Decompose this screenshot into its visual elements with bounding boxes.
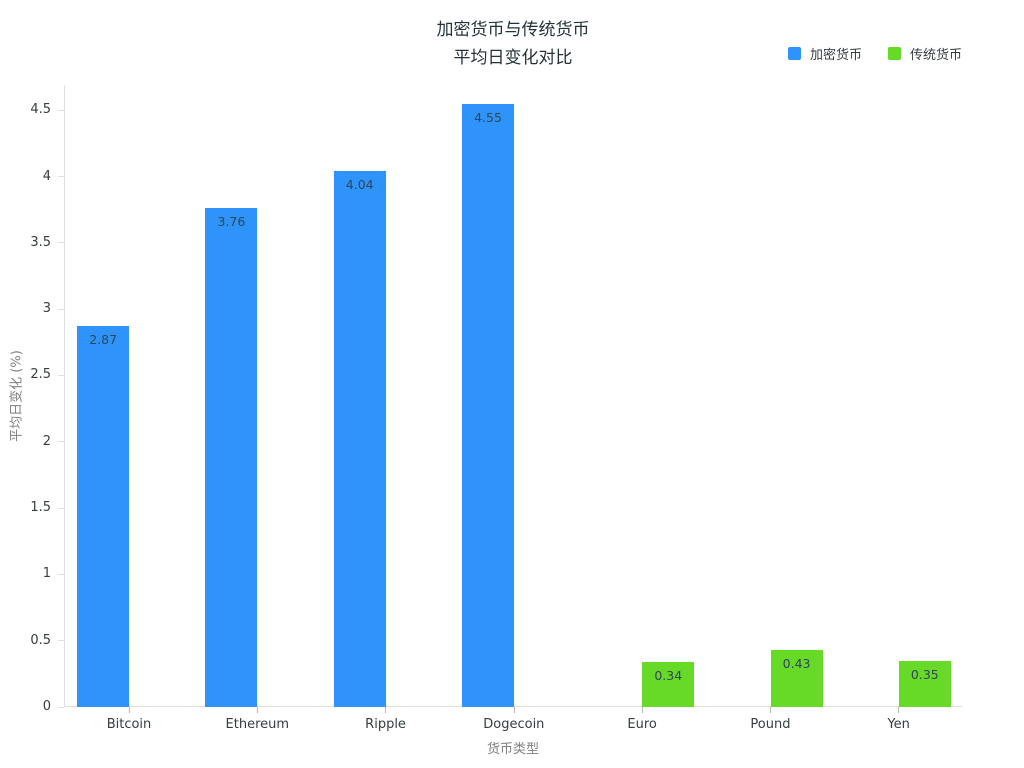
x-tick-mark	[770, 707, 772, 713]
legend-label-crypto: 加密货币	[809, 48, 862, 63]
x-tick-mark	[128, 707, 130, 713]
x-tick-label: Dogecoin	[483, 717, 545, 732]
y-tick-mark	[58, 640, 64, 642]
chart-title-line1: 加密货币与传统货币	[436, 20, 590, 40]
x-tick-mark	[513, 707, 515, 713]
y-tick-label: 4	[42, 168, 51, 184]
bar-value-label: 0.35	[910, 666, 939, 682]
y-tick-mark	[58, 507, 64, 509]
y-tick-label: 3	[42, 301, 51, 317]
legend-item-crypto[interactable]: 加密货币	[787, 44, 862, 63]
bar-ethereum[interactable]	[205, 208, 258, 707]
bar-bitcoin[interactable]	[77, 326, 130, 707]
bar-value-label: 4.04	[345, 177, 374, 193]
x-tick-mark	[641, 707, 643, 713]
bar-value-label: 3.76	[217, 214, 246, 230]
y-tick-label: 4.5	[30, 102, 51, 118]
x-tick-label: Yen	[887, 717, 910, 732]
x-axis-title: 货币类型	[486, 742, 539, 757]
x-tick-label: Ethereum	[225, 717, 290, 732]
plot-area: 0 0.5 1 1.5 2 2.5 3 3.5 4 4.5 Bitcoin Ethereum Rippl…	[30, 85, 962, 732]
x-tick-label: Pound	[750, 717, 791, 732]
bar-value-label: 0.43	[782, 655, 811, 671]
y-axis-title: 平均日变化 (%)	[9, 350, 25, 442]
y-tick-mark	[58, 308, 64, 310]
legend-item-traditional[interactable]: 传统货币	[887, 44, 962, 63]
legend: 加密货币 传统货币	[787, 44, 962, 63]
chart-title: 加密货币与传统货币 平均日变化对比	[64, 16, 962, 72]
x-tick-mark	[898, 707, 900, 713]
crypto-series-marker	[787, 47, 801, 60]
chart-title-line2: 平均日变化对比	[453, 48, 573, 68]
y-tick-label: 1	[42, 566, 51, 582]
y-tick-mark	[58, 176, 64, 177]
x-tick-mark	[256, 707, 258, 713]
x-tick-mark	[385, 707, 387, 713]
bar-ripple[interactable]	[333, 171, 386, 707]
legend-label-traditional: 传统货币	[909, 48, 962, 63]
y-tick-label: 0.5	[30, 632, 51, 648]
y-tick-mark	[58, 242, 64, 244]
bar-yen[interactable]	[898, 660, 951, 707]
bar-value-label: 0.34	[654, 667, 683, 683]
bar-pound[interactable]	[770, 649, 823, 707]
x-tick-label: Ripple	[365, 717, 406, 732]
y-tick-label: 1.5	[30, 500, 51, 516]
bar-value-label: 2.87	[89, 332, 118, 348]
bar-dogecoin[interactable]	[462, 103, 514, 707]
traditional-series-marker	[887, 47, 901, 60]
y-tick-mark	[58, 441, 64, 443]
y-tick-mark	[58, 374, 64, 376]
bar-euro[interactable]	[642, 661, 695, 707]
y-tick-mark	[58, 109, 64, 111]
y-tick-label: 2	[42, 433, 51, 449]
y-tick-label: 2.5	[30, 367, 51, 383]
y-tick-mark	[58, 706, 64, 708]
x-tick-label: Euro	[627, 717, 657, 732]
y-tick-label: 0	[42, 699, 51, 714]
bar-value-label: 4.55	[474, 109, 502, 125]
y-tick-label: 3.5	[30, 234, 51, 250]
x-tick-label: Bitcoin	[106, 717, 152, 732]
y-tick-mark	[58, 573, 64, 575]
